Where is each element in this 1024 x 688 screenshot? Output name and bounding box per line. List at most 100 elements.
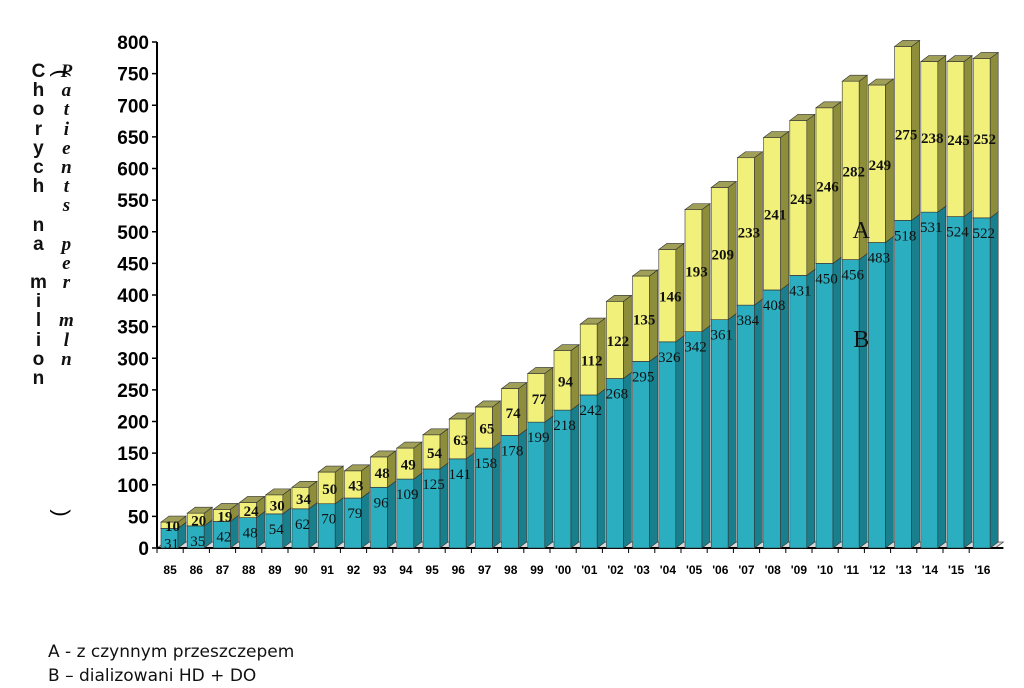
- data-label-a: 34: [296, 492, 312, 508]
- y-axis-label-char: m: [30, 272, 47, 294]
- bar-a-top: [317, 465, 345, 473]
- bar-b-side: [832, 256, 842, 549]
- data-label-b: 109: [396, 487, 419, 503]
- y-tick-label: 400: [117, 286, 149, 307]
- y-axis-label-char: h: [32, 176, 45, 198]
- x-tick-label: 96: [452, 563, 466, 577]
- data-label-a: 275: [895, 127, 918, 143]
- data-label-b: 456: [841, 268, 864, 284]
- bar-b-side: [308, 502, 318, 549]
- y-axis-label-char: [36, 254, 41, 273]
- bar-b-side: [885, 235, 894, 549]
- y-tick-label: 650: [117, 128, 149, 149]
- bar-a-top: [762, 131, 790, 138]
- bar-a-top: [946, 55, 973, 62]
- data-label-a: 10: [165, 519, 180, 535]
- bar-b-front: [972, 217, 991, 549]
- data-label-a: 135: [633, 313, 656, 329]
- bar-b-front: [763, 289, 781, 549]
- data-label-a: 24: [244, 504, 260, 520]
- y-tick-label: 700: [117, 96, 149, 117]
- bar-a-top: [867, 78, 895, 86]
- data-label-a: 74: [506, 406, 522, 422]
- bar-b-front: [841, 259, 860, 549]
- legend-a: A - z czynnym przeszczepem: [48, 642, 295, 662]
- bar-b-front: [920, 211, 939, 549]
- y-axis-label-char: t: [63, 99, 70, 121]
- data-label-a: 249: [869, 158, 892, 174]
- bar-b-front: [710, 319, 729, 549]
- x-tick-label: '07: [738, 563, 755, 577]
- data-label-b: 384: [737, 313, 760, 329]
- y-axis-label-char: s: [62, 195, 71, 217]
- data-label-b: 141: [448, 467, 471, 483]
- y-axis-label-char: h: [32, 80, 45, 102]
- y-axis-label-char: l: [63, 329, 70, 351]
- x-tick-label: 93: [373, 563, 387, 577]
- y-axis-label-char: [36, 196, 41, 215]
- data-label-b: 54: [269, 522, 285, 538]
- x-tick-label: 94: [399, 563, 413, 577]
- bar-b-side: [754, 298, 763, 549]
- y-tick-label: 550: [117, 191, 149, 212]
- x-tick-label: '02: [607, 563, 624, 577]
- data-label-b: 326: [658, 350, 681, 366]
- data-label-b: 242: [579, 403, 602, 419]
- y-axis-label-char: C: [31, 61, 46, 82]
- bar-a-top: [291, 480, 318, 488]
- y-axis-label-char: m: [59, 310, 74, 332]
- bar-a-top: [710, 181, 738, 188]
- data-label-b: 522: [972, 226, 995, 242]
- x-tick-label: '09: [791, 563, 808, 577]
- x-tick-label: '12: [869, 563, 886, 577]
- y-axis-label-char: [64, 216, 69, 235]
- y-axis-label-char: n: [32, 214, 45, 236]
- y-axis-label-char: l: [35, 310, 42, 332]
- series-label: B: [853, 327, 869, 353]
- bar-b-front: [815, 263, 834, 549]
- data-label-a: 252: [973, 132, 996, 148]
- x-tick-label: 95: [425, 563, 439, 577]
- y-tick-label: 750: [117, 65, 149, 86]
- y-axis-label-char: i: [35, 291, 42, 313]
- bar-b-side: [937, 205, 947, 549]
- data-label-b: 199: [527, 430, 550, 446]
- data-label-a: 193: [685, 265, 708, 281]
- x-tick-label: '00: [555, 563, 572, 577]
- data-label-a: 65: [479, 422, 494, 438]
- bar-a-top: [919, 55, 947, 62]
- data-label-b: 483: [868, 251, 891, 267]
- data-label-a: 246: [816, 180, 839, 196]
- bar-b-front: [894, 220, 912, 549]
- bar-b-side: [727, 313, 737, 549]
- y-tick-label: 450: [117, 254, 149, 275]
- x-tick-label: 88: [242, 563, 256, 577]
- data-label-a: 77: [532, 392, 548, 408]
- bar-a-top: [186, 506, 214, 514]
- y-tick-label: 300: [117, 349, 149, 370]
- bar-b-front: [789, 275, 808, 549]
- data-label-b: 518: [894, 228, 917, 244]
- data-label-b: 268: [606, 386, 629, 402]
- x-tick-label: '03: [634, 563, 651, 577]
- bar-a-top: [526, 367, 554, 374]
- x-tick-label: '11: [844, 563, 860, 577]
- data-label-a: 209: [711, 248, 734, 264]
- bar-b-side: [858, 252, 868, 549]
- bars-group: [160, 39, 1000, 549]
- data-label-a: 233: [738, 225, 761, 241]
- bar-a-top: [343, 464, 371, 472]
- bar-b-side: [989, 211, 999, 549]
- x-tick-label: '06: [712, 563, 729, 577]
- y-axis-label-char: a: [61, 80, 72, 102]
- data-label-b: 342: [684, 340, 707, 356]
- y-axis-label-char: e: [62, 252, 71, 274]
- bar-b-side: [911, 213, 920, 549]
- y-axis-label-char: P: [60, 61, 73, 82]
- bar-a-top: [264, 488, 292, 496]
- data-label-a: 146: [659, 290, 682, 306]
- x-tick-label: '16: [974, 563, 991, 577]
- data-label-b: 42: [216, 529, 231, 545]
- data-label-a: 112: [581, 354, 603, 370]
